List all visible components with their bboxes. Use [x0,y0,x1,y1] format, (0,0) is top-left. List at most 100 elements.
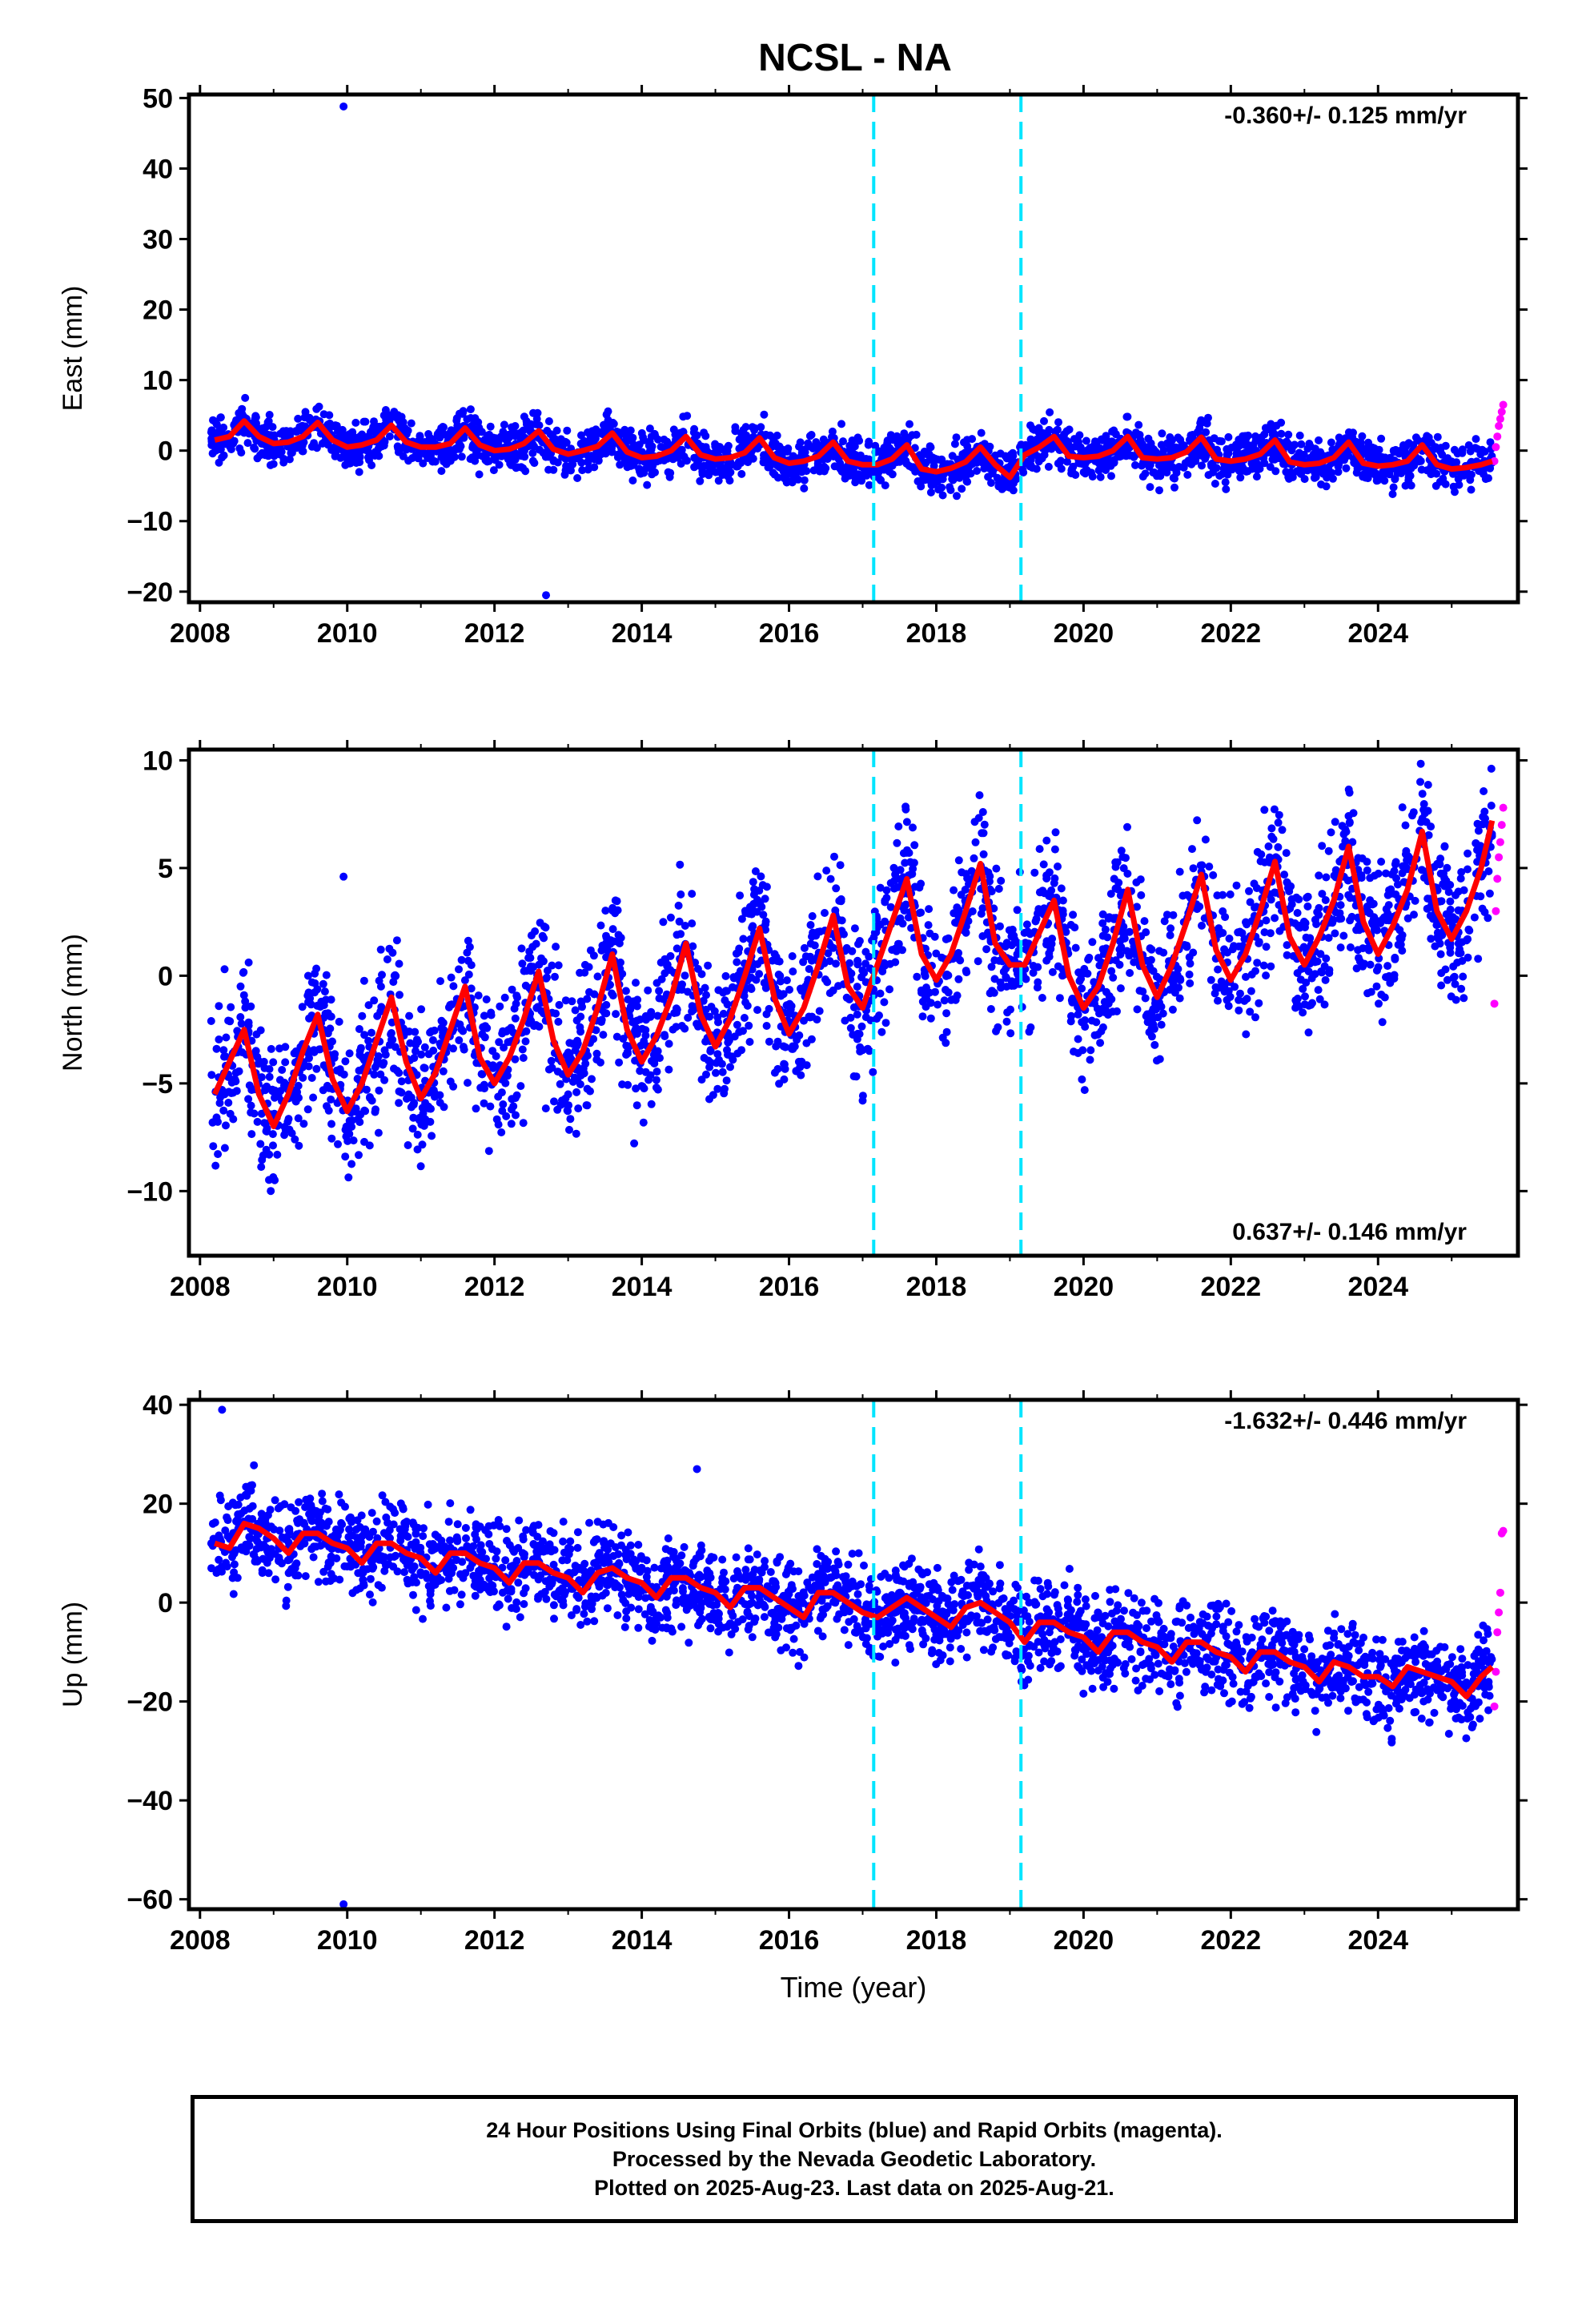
north-final-point [882,886,891,895]
east-final-point [1222,485,1231,493]
north-final-point [275,1076,284,1084]
north-final-point [1245,887,1253,895]
east-final-point [651,432,660,440]
north-final-point [606,980,614,989]
north-final-point [516,1082,525,1091]
north-final-point [1030,868,1039,877]
north-final-point [1226,890,1235,899]
east-final-point [1198,418,1206,427]
north-final-point [428,1027,436,1035]
north-final-point [1113,1007,1121,1015]
north-final-point [689,942,697,951]
east-final-point [385,432,394,440]
north-final-point [375,976,383,985]
east-final-point [1211,480,1219,488]
east-final-point [1159,466,1168,475]
north-final-point [1074,1035,1082,1043]
north-final-point [706,1046,715,1055]
east-final-point [718,471,727,479]
east-final-point [1194,447,1203,456]
north-final-point [881,898,889,907]
north-final-point [374,1052,383,1060]
north-final-point [574,1104,583,1113]
east-final-point [355,468,363,476]
north-final-point [880,998,889,1007]
north-final-point [1480,807,1489,816]
north-final-point [1324,934,1333,943]
north-final-point [239,991,248,999]
north-final-point [1133,903,1141,911]
north-final-point [608,925,617,934]
north-final-point [612,1032,621,1041]
east-outlier-point [339,102,348,111]
east-final-point [1477,466,1486,475]
north-final-point [702,991,710,999]
north-final-point [355,1025,363,1033]
north-final-point [1390,866,1399,875]
east-final-point [1217,437,1226,446]
north-final-point [931,987,939,996]
north-final-point [1117,846,1126,855]
north-final-point [374,1128,383,1137]
north-final-point [749,878,757,887]
north-final-point [761,895,769,903]
north-final-point [592,1055,601,1064]
north-final-point [1464,935,1472,943]
east-final-point [829,452,838,460]
north-final-point [408,1124,417,1133]
north-final-point [842,943,851,952]
east-final-point [1406,472,1415,480]
east-final-point [651,468,659,476]
east-final-point [645,424,654,433]
north-final-point [997,876,1006,885]
north-final-point [309,1093,318,1102]
north-final-point [856,1047,865,1055]
north-final-point [837,927,846,935]
east-final-point [573,474,582,482]
north-final-point [295,1093,303,1102]
east-rapid-point [1496,415,1504,424]
north-final-point [1137,891,1146,899]
north-final-point [1240,996,1249,1005]
north-final-point [367,1028,375,1037]
east-final-point [459,408,467,417]
north-final-point [380,1076,389,1084]
east-final-point [280,432,289,441]
north-final-point [497,1128,506,1136]
east-final-point [1053,425,1062,434]
north-final-point [641,1026,650,1035]
east-final-point [860,470,869,479]
north-final-point [1474,826,1483,835]
north-final-point [583,1084,592,1093]
north-final-point [940,996,949,1005]
north-final-point [556,1080,564,1088]
north-final-point [1169,911,1178,919]
north-final-point [1150,1040,1159,1049]
east-final-point [895,457,904,466]
north-final-point [229,1115,238,1124]
north-final-point [343,1136,352,1145]
east-final-point [315,402,323,411]
x-tick-label: 2018 [906,618,967,649]
east-final-point [520,446,528,455]
north-final-point [837,895,845,903]
east-final-point [495,460,504,469]
north-final-point [676,860,685,869]
east-final-point [1307,454,1315,463]
y-tick-label: 0 [158,436,173,467]
east-final-point [285,455,294,464]
north-final-point [1022,975,1030,983]
north-final-point [455,965,463,974]
east-final-point [1070,435,1078,444]
east-final-point [1424,436,1433,445]
north-final-point [636,1041,645,1050]
north-final-point [1006,1005,1014,1014]
north-final-point [439,1067,448,1076]
east-final-point [1458,448,1467,457]
north-final-point [1125,927,1134,936]
east-final-point [819,435,828,444]
east-final-point [1466,447,1475,456]
north-final-point [869,1068,877,1076]
north-final-point [303,971,312,980]
north-final-point [449,982,458,991]
